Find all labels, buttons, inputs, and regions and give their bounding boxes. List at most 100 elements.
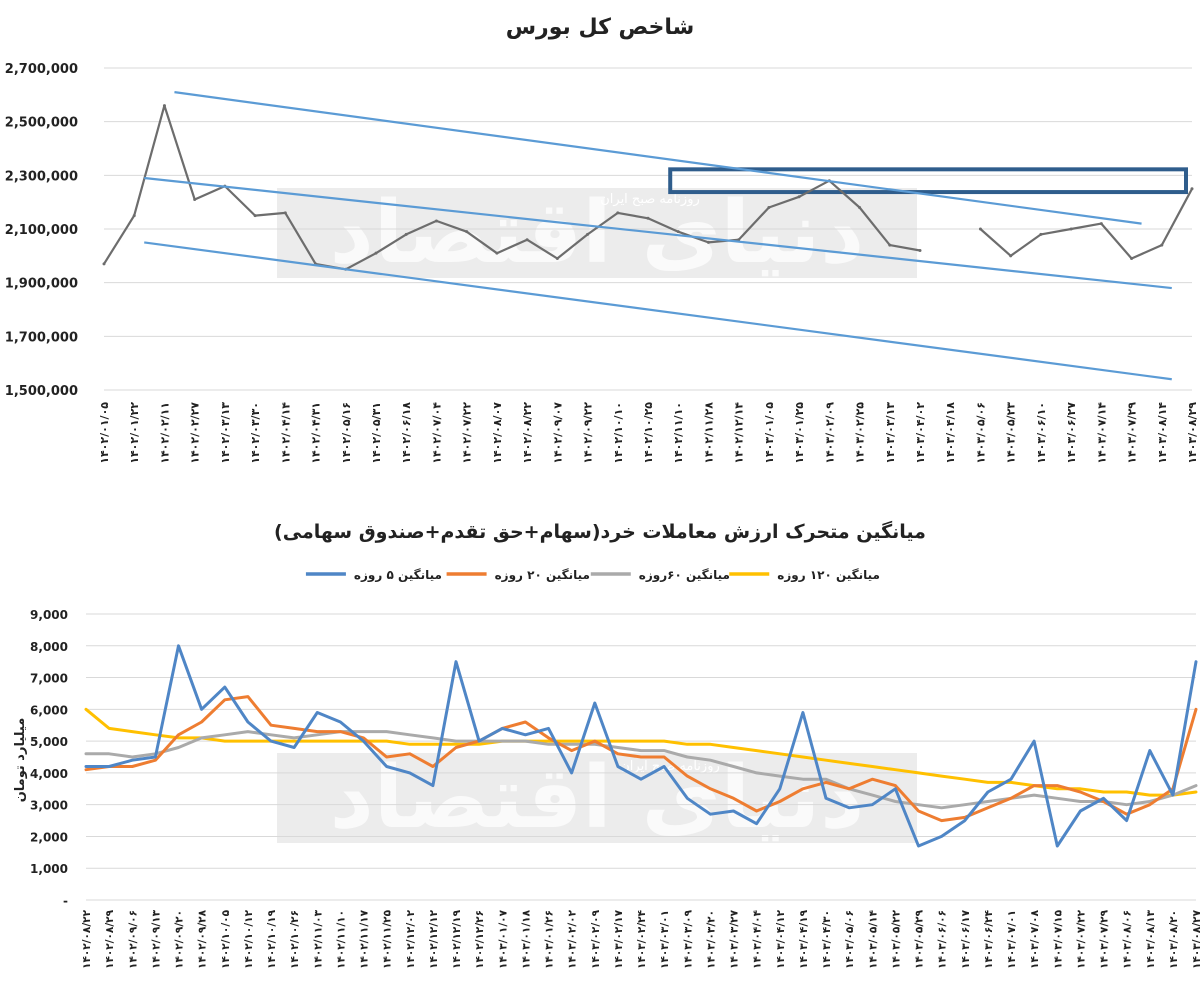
x-tick-label: ۱۴۰۲/۰۸/۲۲	[521, 402, 534, 464]
x-tick-label: ۱۴۰۲/۰۹/۱۳	[150, 909, 162, 969]
series-line-index	[103, 104, 1193, 271]
x-tick-label: ۱۴۰۳/۰۴/۳۰	[821, 910, 833, 969]
trend-line	[144, 176, 1172, 290]
y-tick-label: 1,900,000	[5, 277, 78, 292]
y-axis-label: میلیارد تومان	[13, 718, 28, 803]
y-tick-label: 1,500,000	[5, 384, 78, 399]
watermark-logo-text: دنیای اقتصاد	[330, 183, 865, 283]
x-tick-label: ۱۴۰۳/۰۷/۰۸	[1029, 909, 1041, 969]
x-tick-label: ۱۴۰۳/۰۵/۱۴	[867, 909, 879, 969]
y-tick-label: 1,000	[30, 862, 68, 876]
x-tick-label: ۱۴۰۲/۰۴/۳۱	[310, 402, 323, 464]
x-tick-label: ۱۴۰۳/۰۴/۰۲	[914, 402, 927, 464]
x-tick-label: ۱۴۰۳/۰۵/۰۶	[974, 402, 987, 464]
data-point	[525, 238, 529, 242]
x-tick-label: ۱۴۰۲/۰۲/۲۷	[189, 402, 202, 464]
data-point	[374, 251, 378, 255]
x-tick-label: ۱۴۰۲/۱۱/۱۰	[335, 910, 347, 969]
data-point	[706, 240, 710, 244]
x-tick-label: ۱۴۰۳/۰۵/۰۶	[844, 910, 856, 969]
data-point	[1130, 257, 1134, 261]
trend-line	[144, 241, 1172, 381]
y-axis: 9,000 8,000 7,000 6,000 5,000 4,000 3,000 2,000…	[30, 608, 68, 908]
x-tick-label: ۱۴۰۲/۰۸/۲۹	[104, 909, 116, 969]
x-tick-label: ۱۴۰۲/۱۰/۲۶	[289, 910, 301, 969]
x-tick-label: ۱۴۰۳/۰۱/۱۸	[520, 909, 532, 969]
data-point	[676, 230, 680, 234]
x-tick-label: ۱۴۰۳/۰۳/۰۹	[682, 909, 694, 969]
x-tick-label: ۱۴۰۳/۰۲/۱۷	[613, 909, 625, 969]
watermark-top: دنیای اقتصاد روزنامه صبح ایران	[277, 183, 917, 283]
x-tick-label: ۱۴۰۳/۰۲/۲۵	[854, 402, 867, 464]
x-tick-label: ۱۴۰۳/۰۷/۲۹	[1126, 402, 1139, 464]
y-tick-label: 5,000	[30, 735, 68, 749]
x-tick-label: ۱۴۰۲/۰۱/۰۵	[98, 402, 111, 464]
x-tick-label: ۱۴۰۳/۰۳/۲۰	[705, 910, 717, 969]
x-tick-label: ۱۴۰۳/۰۲/۰۹	[823, 402, 836, 464]
data-point	[404, 232, 408, 236]
x-tick-label: ۱۴۰۳/۰۵/۲۲	[890, 909, 902, 969]
x-tick-label: ۱۴۰۲/۱۲/۱۲	[428, 909, 440, 969]
x-tick-label: ۱۴۰۲/۰۳/۱۳	[219, 402, 232, 464]
data-point	[495, 251, 499, 255]
data-point	[465, 230, 469, 234]
chart-stock-index: شاخص کل بورس 2,700,000 2,500,000 2,300,000…	[5, 15, 1199, 464]
x-tick-label: ۱۴۰۳/۰۶/۱۰	[1035, 402, 1048, 464]
data-point	[434, 219, 438, 223]
x-tick-label: ۱۴۰۲/۱۲/۱۹	[451, 909, 463, 969]
x-tick-label: ۱۴۰۲/۰۹/۲۲	[582, 402, 595, 464]
data-point	[1160, 243, 1164, 247]
x-tick-label: ۱۴۰۳/۰۱/۰۷	[497, 909, 509, 969]
data-point	[162, 104, 166, 108]
grid	[104, 67, 1192, 391]
x-tick-label: ۱۴۰۳/۰۸/۲۰	[1168, 910, 1180, 969]
y-tick-label: -	[63, 894, 68, 908]
data-point	[193, 197, 197, 201]
x-tick-label: ۱۴۰۳/۰۷/۲۹	[1099, 909, 1111, 969]
y-tick-label: 4,000	[30, 767, 68, 781]
x-tick-label: ۱۴۰۲/۱۰/۰۵	[220, 909, 232, 969]
x-tick-label: ۱۴۰۳/۰۷/۲۲	[1075, 909, 1087, 969]
trend-lines	[144, 91, 1172, 381]
x-tick-label: ۱۴۰۳/۰۲/۰۹	[590, 909, 602, 969]
legend-item: میانگین ۲۰ روزه	[446, 568, 590, 583]
y-tick-label: 8,000	[30, 640, 68, 654]
x-tick-label: ۱۴۰۲/۱۲/۲۶	[474, 910, 486, 969]
x-tick-label: ۱۴۰۲/۱۰/۲۵	[642, 402, 655, 464]
x-tick-label: ۱۴۰۳/۰۶/۲۷	[1065, 402, 1078, 464]
data-point	[616, 211, 620, 215]
x-tick-label: ۱۴۰۳/۰۴/۱۸	[944, 402, 957, 464]
x-tick-label: ۱۴۰۳/۰۸/۲۷	[1191, 909, 1200, 969]
legend-item: میانگین ۶۰روزه	[590, 568, 730, 583]
data-point	[858, 206, 862, 210]
x-tick-label: ۱۴۰۲/۱۱/۱۰	[672, 402, 685, 464]
y-tick-label: 9,000	[30, 608, 68, 622]
data-point	[253, 214, 257, 218]
x-tick-label: ۱۴۰۳/۰۳/۰۱	[659, 910, 671, 969]
data-point	[1069, 227, 1073, 231]
x-tick-label: ۱۴۰۲/۰۸/۰۷	[491, 402, 504, 464]
watermark-band	[277, 753, 917, 843]
data-point	[888, 243, 892, 247]
legend: میانگین ۵ روزه میانگین ۲۰ روزه میانگین ۶۰ر…	[305, 568, 880, 583]
y-tick-label: 2,500,000	[5, 116, 78, 131]
x-tick-label: ۱۴۰۲/۱۱/۰۳	[312, 909, 324, 969]
x-tick-label: ۱۴۰۳/۰۴/۰۴	[752, 909, 764, 969]
x-tick-label: ۱۴۰۳/۰۶/۲۴	[983, 909, 995, 969]
x-axis: ۱۴۰۲/۰۱/۰۵ ۱۴۰۲/۰۱/۲۲ ۱۴۰۲/۰۲/۱۱ ۱۴۰۲/۰۲/۲۷…	[98, 402, 1199, 464]
x-tick-label: ۱۴۰۲/۰۷/۰۴	[430, 402, 443, 464]
y-tick-label: 6,000	[30, 703, 68, 717]
x-tick-label: ۱۴۰۲/۱۰/۱۰	[612, 402, 625, 464]
grid	[86, 613, 1196, 901]
x-tick-label: ۱۴۰۲/۰۵/۳۱	[370, 402, 383, 464]
x-tick-label: ۱۴۰۲/۰۵/۱۶	[340, 402, 353, 464]
x-tick-label: ۱۴۰۲/۰۳/۳۰	[249, 402, 262, 464]
data-point	[1009, 254, 1013, 258]
x-tick-label: ۱۴۰۳/۰۲/۰۲	[567, 909, 579, 969]
x-tick-label: ۱۴۰۲/۰۷/۲۲	[461, 402, 474, 464]
series-layer	[102, 104, 1194, 271]
legend-label: میانگین ۶۰روزه	[639, 568, 730, 583]
y-axis: 2,700,000 2,500,000 2,300,000 2,100,000 1,90…	[5, 62, 78, 399]
x-tick-label: ۱۴۰۳/۰۴/۱۹	[798, 909, 810, 969]
x-tick-label: ۱۴۰۲/۰۹/۰۷	[551, 402, 564, 464]
